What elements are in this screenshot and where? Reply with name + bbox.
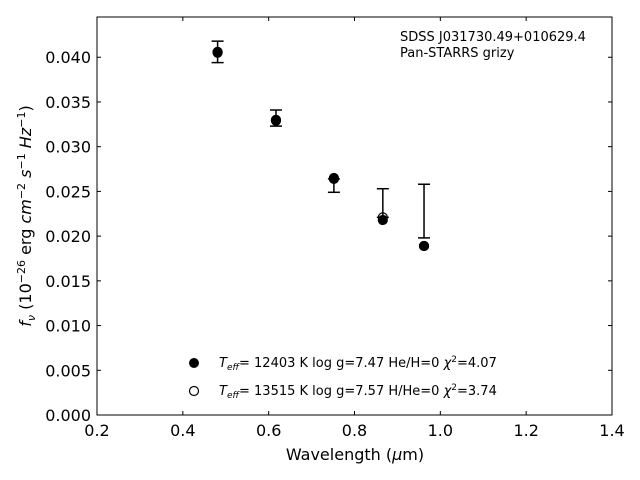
- x-tick-label: 0.2: [84, 421, 109, 440]
- y-axis-ticks: 0.000 0.005 0.010 0.015 0.020 0.025 0.030 0.035…: [45, 48, 612, 425]
- y-tick-label: 0.035: [45, 93, 91, 112]
- annotation-object-name: SDSS J031730.49+010629.4: [400, 30, 586, 45]
- x-tick-label: 1.2: [513, 421, 538, 440]
- model-point-open: [212, 46, 223, 57]
- plot-frame: [96, 16, 613, 416]
- y-axis-label: fν (10−26 erg cm−2 s−1 Hz−1): [15, 105, 38, 326]
- x-axis-label: Wavelength (μm): [286, 445, 424, 464]
- y-tick-label: 0.010: [45, 317, 91, 336]
- legend-marker-open: [188, 385, 200, 397]
- legend-entry-1: Teff= 12403 K log g=7.47 He/H=0 χ2=4.07: [219, 355, 497, 373]
- x-tick-label: 0.4: [170, 421, 195, 440]
- x-axis-ticks: 0.2 0.4 0.6 0.8 1.0 1.2 1.4: [84, 17, 625, 440]
- model-point-open: [418, 240, 430, 252]
- model-point-open: [377, 212, 388, 223]
- model-point-filled: [377, 214, 388, 226]
- legend: Teff= 12403 K log g=7.47 He/H=0 χ2=4.07 …: [188, 355, 497, 401]
- y-tick-label: 0.020: [45, 227, 91, 246]
- x-tick-label: 0.6: [256, 421, 281, 440]
- x-tick-label: 1.4: [599, 421, 624, 440]
- x-tick-label: 1.0: [428, 421, 453, 440]
- y-tick-label: 0.015: [45, 272, 91, 291]
- model-point-open: [328, 172, 339, 184]
- data-markers: [212, 46, 430, 252]
- y-tick-label: 0.025: [45, 182, 91, 201]
- y-tick-label: 0.030: [45, 138, 91, 157]
- annotation-survey: Pan-STARRS grizy: [400, 46, 515, 61]
- x-tick-label: 0.8: [342, 421, 367, 440]
- y-tick-label: 0.040: [45, 48, 91, 67]
- legend-entry-2: Teff= 13515 K log g=7.57 H/He=0 χ2=3.74: [219, 383, 497, 401]
- y-tick-label: 0.000: [45, 406, 91, 425]
- y-tick-label: 0.005: [45, 361, 91, 380]
- error-bars: [211, 40, 431, 239]
- legend-marker-filled: [189, 358, 199, 368]
- model-point-open: [270, 114, 282, 125]
